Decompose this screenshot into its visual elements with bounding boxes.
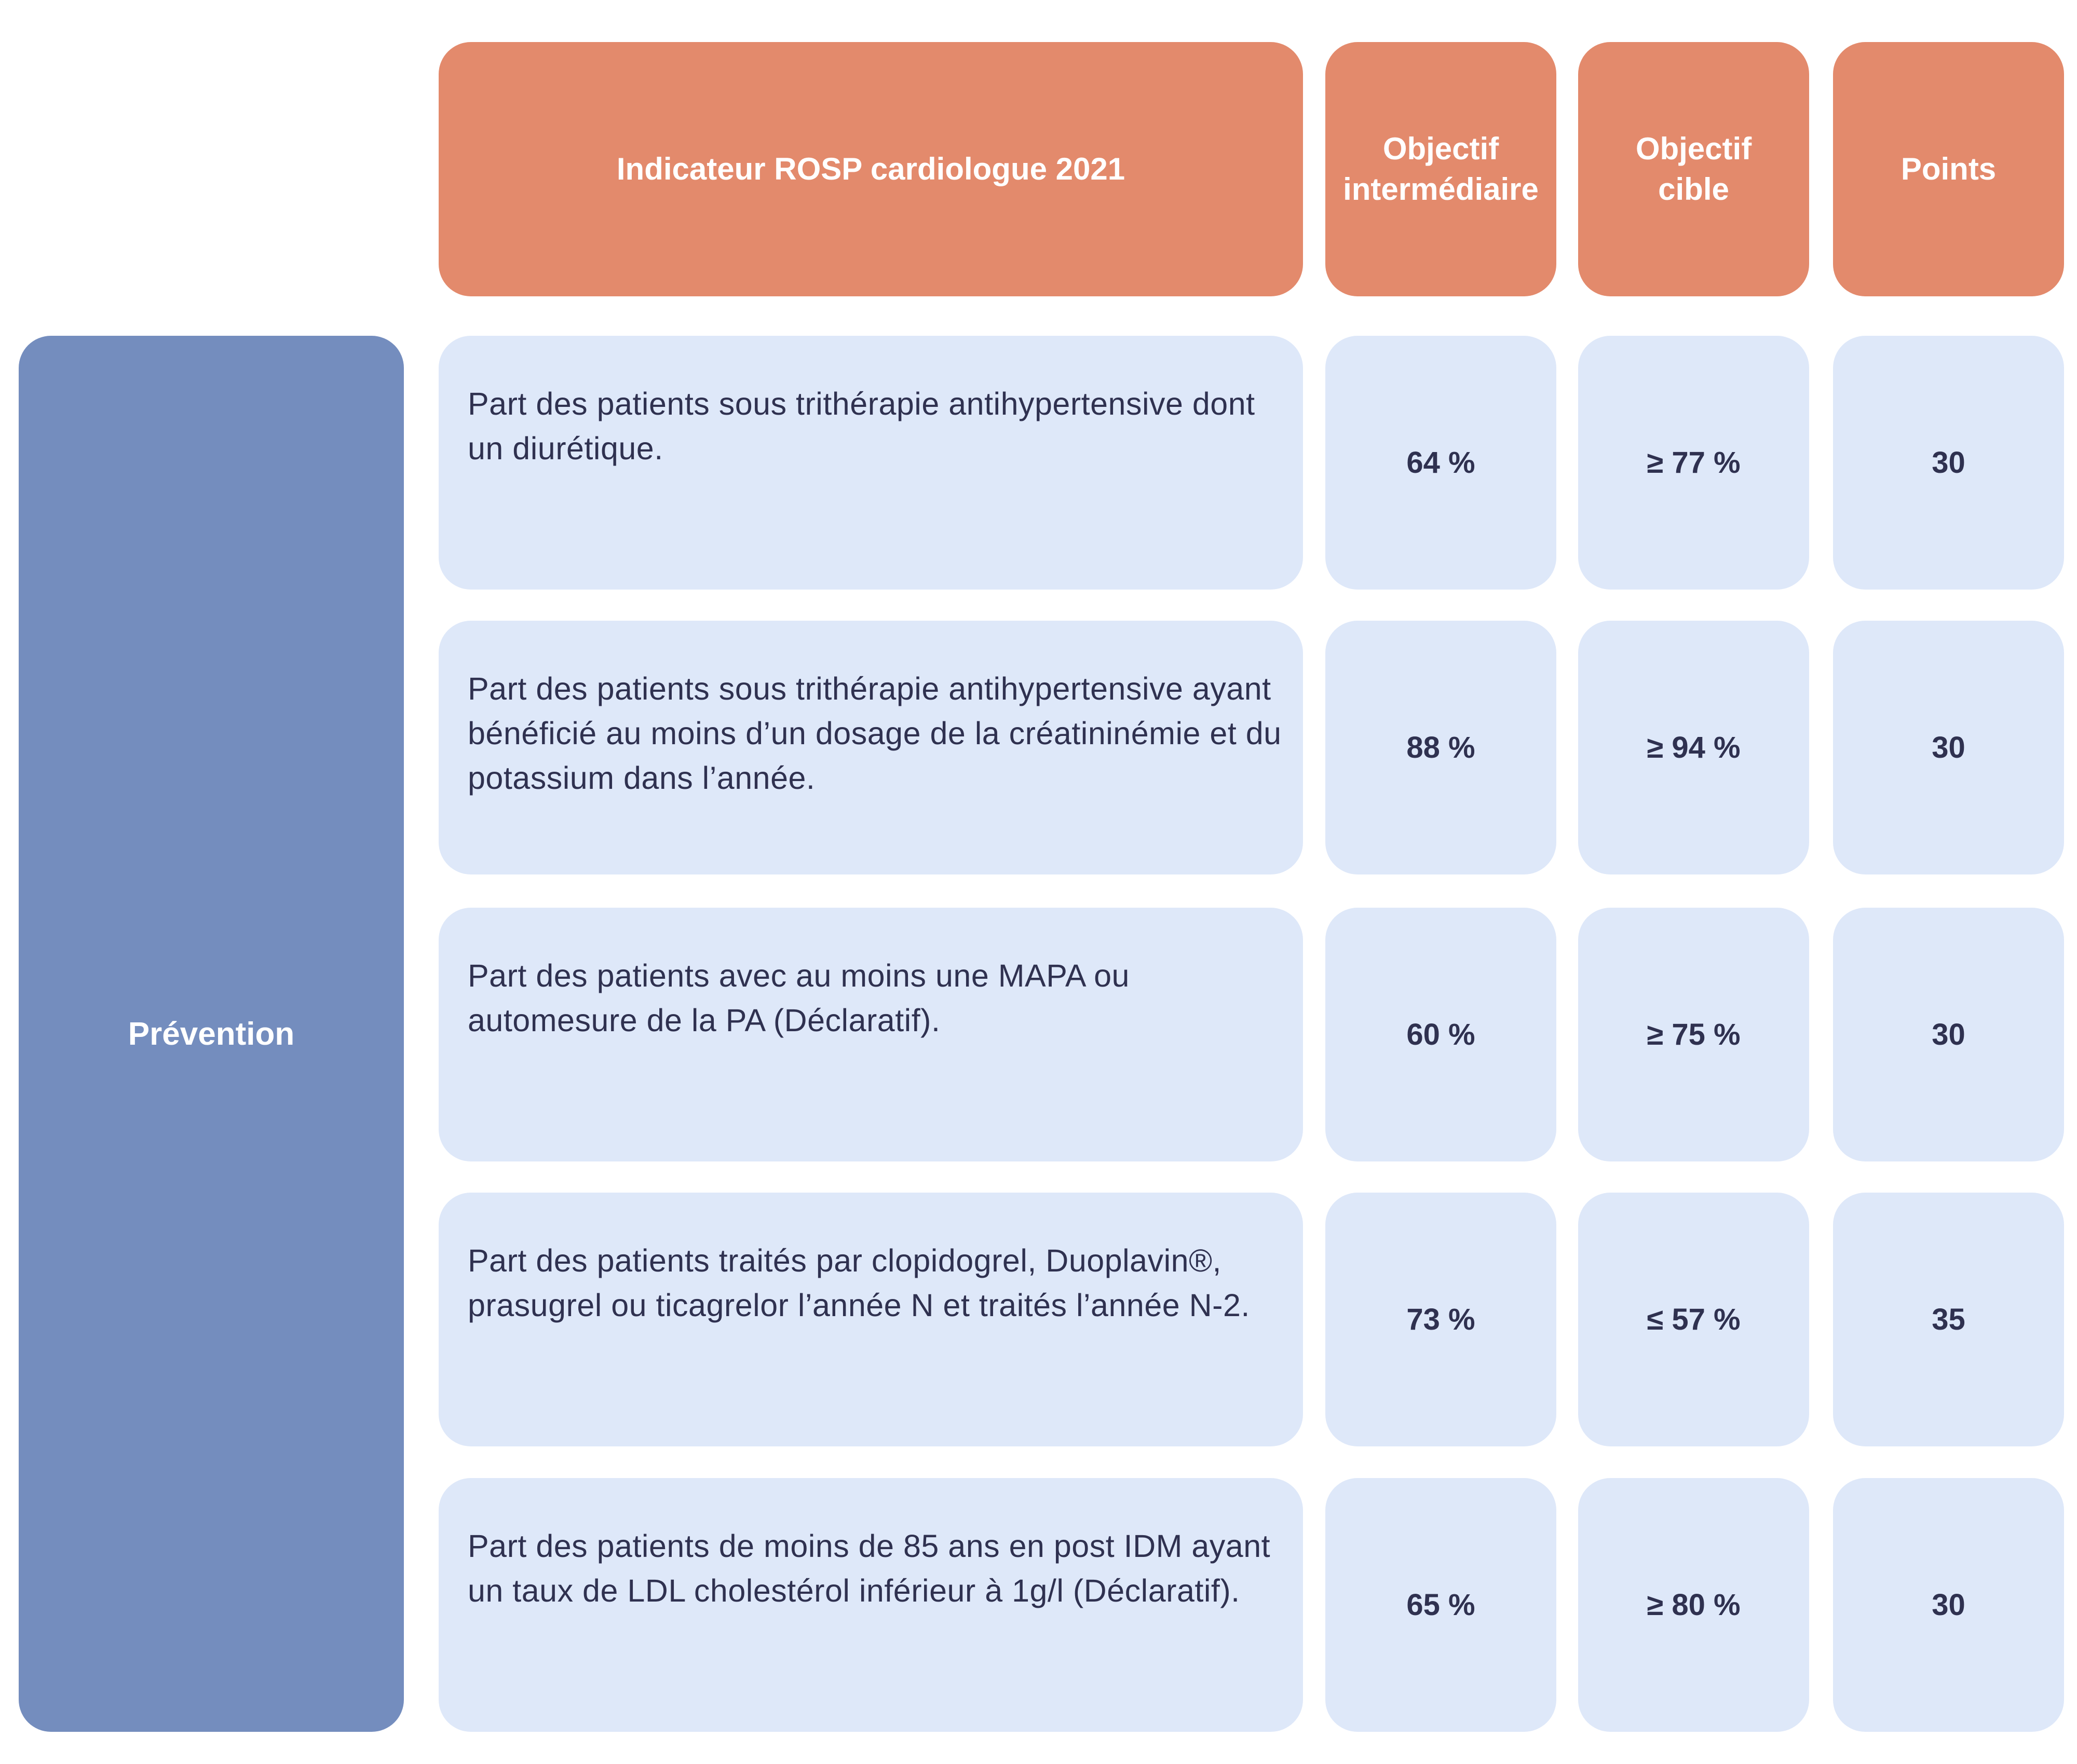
table-row-description: Part des patients de moins de 85 ans en … [439,1478,1303,1732]
header-target-objective: Objectif cible [1578,42,1809,296]
points-value-cell: 30 [1833,621,2064,874]
description-text: Part des patients sous trithérapie antih… [468,671,1282,796]
intermediate-value-cell: 60 % [1325,908,1556,1161]
header-points: Points [1833,42,2064,296]
category-block: Prévention [19,336,404,1732]
intermediate-value-cell: 64 % [1325,336,1556,590]
header-points-label: Points [1900,152,1997,186]
points-value-cell: 35 [1833,1193,2064,1446]
header-indicator: Indicateur ROSP cardiologue 2021 [439,42,1303,296]
target-value: ≥ 80 % [1647,1588,1741,1622]
points-value: 30 [1932,446,1965,480]
intermediate-value-cell: 73 % [1325,1193,1556,1446]
table-row-description: Part des patients traités par clopidogre… [439,1193,1303,1446]
description-text: Part des patients de moins de 85 ans en … [468,1528,1271,1608]
description-text: Part des patients sous trithérapie antih… [468,386,1255,466]
intermediate-value-cell: 88 % [1325,621,1556,874]
category-label: Prévention [128,1016,295,1052]
table-row-description: Part des patients sous trithérapie antih… [439,621,1303,874]
header-indicator-label: Indicateur ROSP cardiologue 2021 [616,152,1125,186]
table-row-description: Part des patients sous trithérapie antih… [439,336,1303,590]
points-value: 30 [1932,731,1965,764]
header-target-label: Objectif cible [1635,131,1752,207]
intermediate-value: 64 % [1406,446,1475,480]
header-intermediate-objective: Objectif intermédiaire [1325,42,1556,296]
points-value: 30 [1932,1588,1965,1622]
target-value-cell: ≥ 80 % [1578,1478,1809,1732]
target-value-cell: ≥ 75 % [1578,908,1809,1161]
target-value-cell: ≥ 77 % [1578,336,1809,590]
points-value: 30 [1932,1018,1965,1051]
target-value: ≥ 94 % [1647,731,1741,764]
description-text: Part des patients traités par clopidogre… [468,1243,1250,1323]
intermediate-value: 73 % [1406,1303,1475,1336]
points-value-cell: 30 [1833,336,2064,590]
intermediate-value: 60 % [1406,1018,1475,1051]
target-value-cell: ≤ 57 % [1578,1193,1809,1446]
intermediate-value: 65 % [1406,1588,1475,1622]
intermediate-value: 88 % [1406,731,1475,764]
intermediate-value-cell: 65 % [1325,1478,1556,1732]
points-value: 35 [1932,1303,1965,1336]
target-value-cell: ≥ 94 % [1578,621,1809,874]
target-value: ≥ 77 % [1647,446,1741,480]
header-intermediate-label: Objectif intermédiaire [1343,131,1539,207]
target-value: ≥ 75 % [1647,1018,1741,1051]
description-text: Part des patients avec au moins une MAPA… [468,958,1130,1038]
points-value-cell: 30 [1833,1478,2064,1732]
target-value: ≤ 57 % [1647,1303,1741,1336]
points-value-cell: 30 [1833,908,2064,1161]
table-row-description: Part des patients avec au moins une MAPA… [439,908,1303,1161]
